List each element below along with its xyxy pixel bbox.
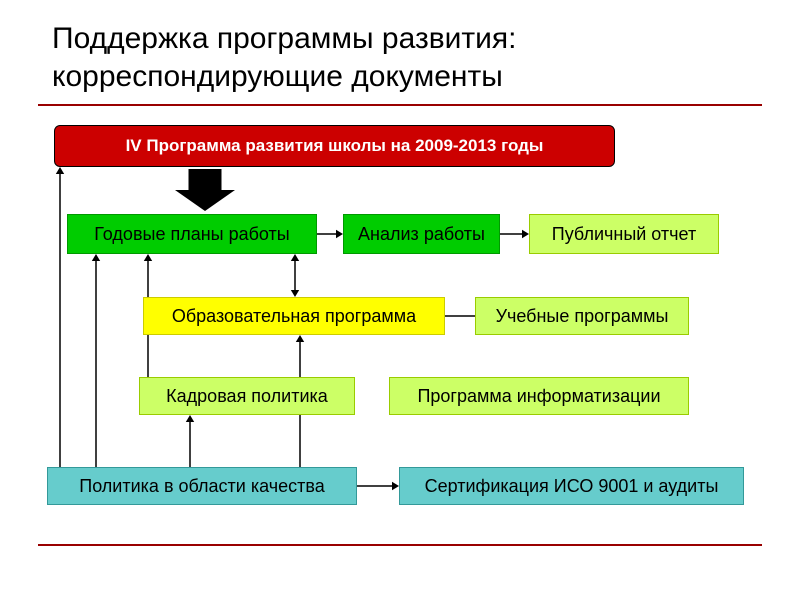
box-annual-label: Годовые планы работы [94,224,289,245]
slide: Поддержка программы развития: корреспонд… [0,0,800,600]
box-cert: Сертификация ИСО 9001 и аудиты [399,467,744,505]
title-underline [38,104,762,106]
box-edu: Образовательная программа [143,297,445,335]
bottom-underline [38,544,762,546]
box-curricula-label: Учебные программы [496,306,669,327]
box-it: Программа информатизации [389,377,689,415]
box-hr: Кадровая политика [139,377,355,415]
box-analysis: Анализ работы [343,214,500,254]
box-annual: Годовые планы работы [67,214,317,254]
box-it-label: Программа информатизации [417,386,660,407]
box-curricula: Учебные программы [475,297,689,335]
box-report: Публичный отчет [529,214,719,254]
box-quality: Политика в области качества [47,467,357,505]
box-analysis-label: Анализ работы [358,224,485,245]
box-cert-label: Сертификация ИСО 9001 и аудиты [425,476,719,497]
box-report-label: Публичный отчет [552,224,696,245]
title-line-1: Поддержка программы развития: [52,22,516,56]
title-line-2: корреспондирующие документы [52,60,503,94]
box-edu-label: Образовательная программа [172,306,416,327]
box-program-label: IV Программа развития школы на 2009-2013… [126,136,544,156]
box-quality-label: Политика в области качества [79,476,324,497]
box-program: IV Программа развития школы на 2009-2013… [54,125,615,167]
box-hr-label: Кадровая политика [166,386,328,407]
